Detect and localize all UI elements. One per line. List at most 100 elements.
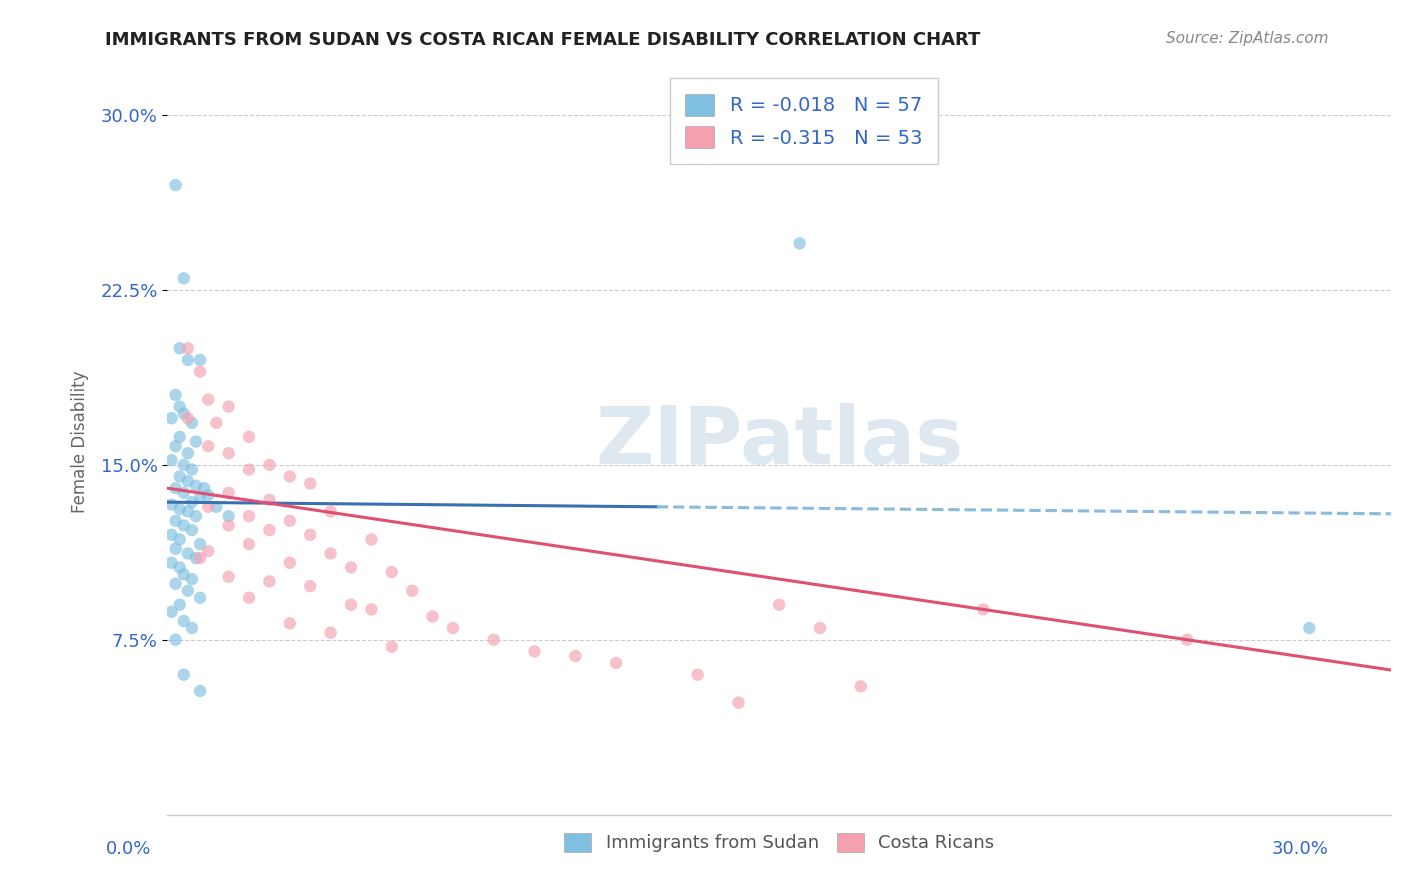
Point — [165, 439, 187, 453]
Point — [181, 416, 204, 430]
Point — [360, 533, 382, 547]
Point — [278, 514, 301, 528]
Point — [218, 400, 240, 414]
Point — [319, 504, 342, 518]
Point — [173, 486, 195, 500]
Point — [177, 474, 200, 488]
Point — [173, 567, 195, 582]
Point — [278, 556, 301, 570]
Point — [188, 591, 211, 605]
Point — [160, 411, 183, 425]
Point — [259, 523, 281, 537]
Point — [188, 537, 211, 551]
Point — [259, 458, 281, 472]
Point — [181, 572, 204, 586]
Point — [381, 565, 404, 579]
Point — [184, 551, 207, 566]
Point — [238, 462, 260, 476]
Point — [165, 576, 187, 591]
Point — [523, 644, 546, 658]
Point — [686, 667, 709, 681]
Point — [188, 684, 211, 698]
Point — [181, 523, 204, 537]
Point — [422, 609, 444, 624]
Point — [605, 656, 627, 670]
Point — [299, 579, 322, 593]
Point — [173, 271, 195, 285]
Point — [165, 481, 187, 495]
Point — [238, 509, 260, 524]
Point — [238, 430, 260, 444]
Point — [299, 476, 322, 491]
Point — [169, 341, 191, 355]
Point — [169, 400, 191, 414]
Point — [218, 509, 240, 524]
Point — [564, 648, 586, 663]
Point — [173, 667, 195, 681]
Point — [181, 462, 204, 476]
Point — [169, 502, 191, 516]
Point — [160, 453, 183, 467]
Point — [360, 602, 382, 616]
Point — [218, 518, 240, 533]
Point — [849, 679, 872, 693]
Point — [188, 365, 211, 379]
Point — [177, 341, 200, 355]
Point — [197, 439, 219, 453]
Point — [169, 533, 191, 547]
Point — [401, 583, 423, 598]
Point — [184, 434, 207, 449]
Point — [181, 495, 204, 509]
Point — [165, 388, 187, 402]
Point — [177, 504, 200, 518]
Point — [238, 537, 260, 551]
Point — [165, 178, 187, 192]
Point — [205, 416, 228, 430]
Point — [173, 407, 195, 421]
Point — [177, 353, 200, 368]
Point — [808, 621, 831, 635]
Point — [1175, 632, 1198, 647]
Point — [177, 411, 200, 425]
Point — [205, 500, 228, 514]
Point — [165, 541, 187, 556]
Point — [789, 236, 811, 251]
Point — [173, 614, 195, 628]
Text: 0.0%: 0.0% — [105, 840, 150, 858]
Point — [218, 570, 240, 584]
Point — [218, 486, 240, 500]
Point — [340, 560, 363, 574]
Point — [177, 446, 200, 460]
Text: IMMIGRANTS FROM SUDAN VS COSTA RICAN FEMALE DISABILITY CORRELATION CHART: IMMIGRANTS FROM SUDAN VS COSTA RICAN FEM… — [105, 31, 981, 49]
Point — [259, 492, 281, 507]
Point — [197, 544, 219, 558]
Point — [319, 546, 342, 560]
Point — [278, 469, 301, 483]
Text: ZIPatlas: ZIPatlas — [595, 402, 963, 481]
Point — [184, 479, 207, 493]
Point — [169, 560, 191, 574]
Point — [340, 598, 363, 612]
Point — [188, 551, 211, 566]
Y-axis label: Female Disability: Female Disability — [72, 370, 89, 513]
Point — [169, 469, 191, 483]
Point — [160, 556, 183, 570]
Point — [177, 546, 200, 560]
Point — [173, 518, 195, 533]
Point — [482, 632, 505, 647]
Point — [727, 696, 749, 710]
Point — [160, 605, 183, 619]
Point — [259, 574, 281, 589]
Point — [177, 583, 200, 598]
Point — [188, 491, 211, 505]
Legend: R = -0.018   N = 57, R = -0.315   N = 53: R = -0.018 N = 57, R = -0.315 N = 53 — [669, 78, 938, 164]
Point — [160, 498, 183, 512]
Point — [972, 602, 994, 616]
Point — [169, 430, 191, 444]
Point — [218, 446, 240, 460]
Point — [188, 353, 211, 368]
Point — [160, 528, 183, 542]
Point — [197, 392, 219, 407]
Point — [441, 621, 464, 635]
Text: 30.0%: 30.0% — [1272, 840, 1329, 858]
